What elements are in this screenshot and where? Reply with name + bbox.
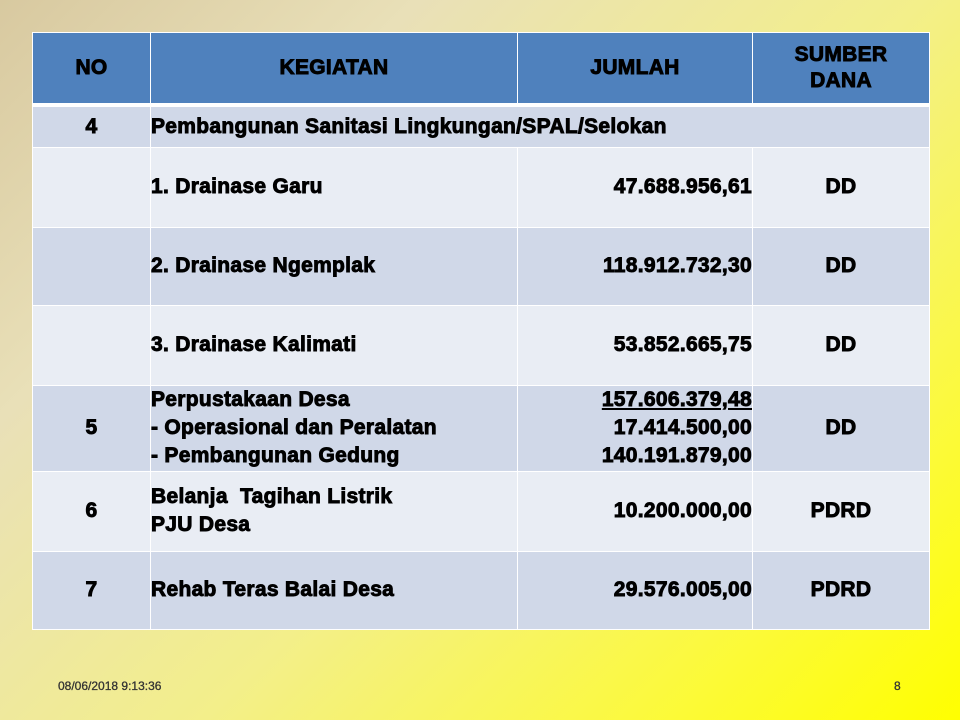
cell-sumber: DD	[752, 226, 930, 306]
kegiatan-line: - Pembangunan Gedung	[151, 444, 400, 468]
table-row: 6 Belanja Tagihan Listrik PJU Desa 10.20…	[32, 470, 930, 552]
cell-no	[32, 146, 151, 228]
header-row: NO KEGIATAN JUMLAH SUMBER DANA	[32, 32, 930, 106]
cell-no: 4	[32, 104, 151, 148]
cell-kegiatan: 3. Drainase Kalimati	[150, 304, 518, 386]
jumlah-line: 17.414.500,00	[613, 416, 752, 440]
kegiatan-line: Perpustakaan Desa	[151, 388, 350, 412]
table-row: 4 Pembangunan Sanitasi Lingkungan/SPAL/S…	[32, 104, 930, 148]
kegiatan-line: PJU Desa	[151, 513, 251, 537]
cell-sumber: DD	[752, 146, 930, 228]
cell-sumber: PDRD	[752, 470, 930, 552]
kegiatan-line: - Operasional dan Peralatan	[151, 416, 437, 440]
header-sumber-dana-label: SUMBER DANA	[794, 43, 888, 93]
table-row: 1. Drainase Garu 47.688.956,61 DD	[32, 146, 930, 228]
table-row: 2. Drainase Ngemplak 118.912.732,30 DD	[32, 226, 930, 306]
cell-jumlah: 47.688.956,61	[517, 146, 753, 228]
cell-no: 7	[32, 550, 151, 630]
cell-no	[32, 226, 151, 306]
table-row: 7 Rehab Teras Balai Desa 29.576.005,00 P…	[32, 550, 930, 630]
header-sumber-dana: SUMBER DANA	[752, 32, 930, 106]
data-table: NO KEGIATAN JUMLAH SUMBER DANA 4 Pembang…	[32, 32, 930, 630]
jumlah-total: 157.606.379,48	[601, 388, 752, 412]
cell-jumlah: 118.912.732,30	[517, 226, 753, 306]
cell-kegiatan: Rehab Teras Balai Desa	[150, 550, 518, 630]
table-row: 5 Perpustakaan Desa - Operasional dan Pe…	[32, 384, 930, 472]
header-kegiatan: KEGIATAN	[150, 32, 518, 106]
cell-kegiatan: 1. Drainase Garu	[150, 146, 518, 228]
cell-no: 5	[32, 384, 151, 472]
header-jumlah: JUMLAH	[517, 32, 753, 106]
cell-kegiatan: Pembangunan Sanitasi Lingkungan/SPAL/Sel…	[150, 104, 930, 148]
cell-jumlah: 53.852.665,75	[517, 304, 753, 386]
cell-sumber: DD	[752, 304, 930, 386]
cell-kegiatan: Belanja Tagihan Listrik PJU Desa	[150, 470, 518, 552]
cell-sumber: PDRD	[752, 550, 930, 630]
table-row: 3. Drainase Kalimati 53.852.665,75 DD	[32, 304, 930, 386]
page-number: 8	[894, 679, 901, 693]
cell-sumber: DD	[752, 384, 930, 472]
cell-kegiatan: Perpustakaan Desa - Operasional dan Pera…	[150, 384, 518, 472]
footer-date: 08/06/2018 9:13:36	[58, 679, 162, 693]
cell-kegiatan: 2. Drainase Ngemplak	[150, 226, 518, 306]
cell-no	[32, 304, 151, 386]
cell-no: 6	[32, 470, 151, 552]
header-no: NO	[32, 32, 151, 106]
cell-jumlah: 10.200.000,00	[517, 470, 753, 552]
cell-jumlah: 157.606.379,48 17.414.500,00 140.191.879…	[517, 384, 753, 472]
jumlah-line: 140.191.879,00	[601, 444, 752, 468]
kegiatan-line: Belanja Tagihan Listrik	[151, 485, 393, 509]
cell-jumlah: 29.576.005,00	[517, 550, 753, 630]
